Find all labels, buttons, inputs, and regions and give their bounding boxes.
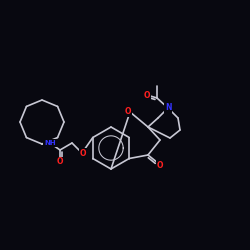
Text: NH: NH — [44, 140, 56, 146]
Text: O: O — [125, 108, 131, 116]
Text: N: N — [165, 104, 171, 112]
Text: O: O — [157, 160, 163, 170]
Text: O: O — [144, 90, 150, 100]
Text: O: O — [57, 158, 63, 166]
Text: O: O — [80, 148, 86, 158]
